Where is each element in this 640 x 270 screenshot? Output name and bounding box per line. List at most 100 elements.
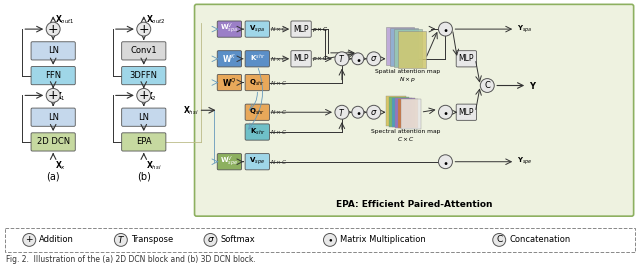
Text: $T$: $T$ — [339, 53, 346, 64]
Circle shape — [480, 79, 494, 92]
Text: FFN: FFN — [45, 71, 61, 80]
FancyBboxPatch shape — [388, 97, 408, 127]
Text: Matrix Multiplication: Matrix Multiplication — [340, 235, 426, 244]
Text: $\bullet$: $\bullet$ — [442, 107, 449, 117]
FancyBboxPatch shape — [31, 66, 76, 85]
Circle shape — [367, 52, 381, 66]
Text: Conv1: Conv1 — [131, 46, 157, 55]
Text: +: + — [48, 23, 58, 36]
Text: $\mathbf{Q}_{shr}$: $\mathbf{Q}_{shr}$ — [250, 107, 265, 117]
Text: $N\times p$: $N\times p$ — [399, 75, 416, 84]
Text: $\mathbf{Q}_{shr}$: $\mathbf{Q}_{shr}$ — [250, 77, 265, 88]
Circle shape — [352, 106, 364, 118]
FancyBboxPatch shape — [217, 21, 241, 37]
Text: Transpose: Transpose — [131, 235, 173, 244]
Text: $N\times C$: $N\times C$ — [270, 158, 288, 166]
Text: $\mathbf{X}_{hsi}$: $\mathbf{X}_{hsi}$ — [183, 104, 198, 117]
Text: +: + — [138, 89, 149, 102]
FancyBboxPatch shape — [31, 133, 76, 151]
Circle shape — [137, 22, 151, 36]
FancyBboxPatch shape — [245, 75, 269, 91]
Text: (b): (b) — [137, 172, 150, 182]
FancyBboxPatch shape — [392, 97, 412, 127]
Text: Softmax: Softmax — [220, 235, 255, 244]
Text: $\mathbf{K}^{shr}$: $\mathbf{K}^{shr}$ — [250, 53, 265, 65]
Text: +: + — [26, 235, 33, 244]
Text: Spectral attention map: Spectral attention map — [371, 129, 440, 134]
FancyBboxPatch shape — [245, 154, 269, 170]
Text: 3DFFN: 3DFFN — [130, 71, 158, 80]
Text: $\bullet$: $\bullet$ — [442, 157, 449, 167]
Text: $N\times C$: $N\times C$ — [270, 128, 288, 136]
Circle shape — [115, 234, 127, 246]
Text: $\mathbf{X}_{out1}$: $\mathbf{X}_{out1}$ — [55, 13, 75, 26]
FancyBboxPatch shape — [245, 21, 269, 37]
FancyBboxPatch shape — [456, 51, 477, 67]
Text: C: C — [496, 235, 502, 244]
FancyBboxPatch shape — [195, 4, 634, 216]
Text: $\mathbf{W}^Q$: $\mathbf{W}^Q$ — [222, 76, 237, 89]
Circle shape — [335, 52, 349, 66]
Text: $\bullet$: $\bullet$ — [355, 107, 361, 117]
Text: $\bullet$: $\bullet$ — [355, 54, 361, 64]
FancyBboxPatch shape — [401, 99, 420, 129]
FancyBboxPatch shape — [245, 104, 269, 120]
Text: MLP: MLP — [459, 108, 474, 117]
Text: $p\times C$: $p\times C$ — [312, 54, 329, 63]
Text: MLP: MLP — [293, 25, 309, 33]
FancyBboxPatch shape — [217, 51, 241, 67]
Text: MLP: MLP — [293, 54, 309, 63]
Text: $\mathbf{W}^K$: $\mathbf{W}^K$ — [222, 53, 237, 65]
Text: $N\times C$: $N\times C$ — [270, 79, 288, 87]
Circle shape — [23, 234, 36, 246]
FancyBboxPatch shape — [394, 29, 422, 67]
Text: $\mathbf{X}_{hsi}$: $\mathbf{X}_{hsi}$ — [146, 160, 161, 172]
Circle shape — [46, 22, 60, 36]
Text: LN: LN — [47, 46, 59, 55]
FancyBboxPatch shape — [122, 133, 166, 151]
Text: $\mathbf{W}^V_{spa}$: $\mathbf{W}^V_{spa}$ — [220, 22, 239, 36]
FancyBboxPatch shape — [456, 104, 477, 120]
Text: $\mathbf{W}^V_{spe}$: $\mathbf{W}^V_{spe}$ — [220, 154, 239, 169]
Text: $\mathbf{V}_{spe}$: $\mathbf{V}_{spe}$ — [250, 156, 265, 167]
Circle shape — [438, 105, 452, 119]
Text: Spatial attention map: Spatial attention map — [375, 69, 440, 74]
Circle shape — [137, 89, 151, 102]
Text: $\mathbf{Y}_{spe}$: $\mathbf{Y}_{spe}$ — [517, 156, 533, 167]
FancyBboxPatch shape — [122, 108, 166, 126]
Text: $\sigma$: $\sigma$ — [370, 108, 378, 117]
FancyBboxPatch shape — [386, 27, 413, 65]
Text: MLP: MLP — [459, 54, 474, 63]
FancyBboxPatch shape — [386, 96, 406, 126]
Circle shape — [323, 234, 337, 246]
Text: $\mathbf{X}_{out2}$: $\mathbf{X}_{out2}$ — [146, 13, 165, 26]
Text: $\mathbf{V}_{spa}$: $\mathbf{V}_{spa}$ — [250, 23, 265, 35]
FancyBboxPatch shape — [31, 42, 76, 60]
Text: C: C — [484, 81, 490, 90]
Text: Fig. 2.  Illustration of the (a) 2D DCN block and (b) 3D DCN block.: Fig. 2. Illustration of the (a) 2D DCN b… — [6, 255, 256, 264]
Text: $\sigma$: $\sigma$ — [207, 235, 214, 244]
Text: $C\times C$: $C\times C$ — [397, 135, 415, 143]
FancyBboxPatch shape — [397, 31, 426, 68]
Text: $\sigma$: $\sigma$ — [370, 54, 378, 63]
Text: EPA: Efficient Paired-Attention: EPA: Efficient Paired-Attention — [336, 200, 492, 209]
Text: LN: LN — [47, 113, 59, 122]
Text: $\mathbf{X}_2$: $\mathbf{X}_2$ — [146, 90, 157, 103]
Text: 2D DCN: 2D DCN — [36, 137, 70, 146]
Circle shape — [352, 53, 364, 65]
FancyBboxPatch shape — [5, 228, 635, 252]
Text: $\mathbf{X}_1$: $\mathbf{X}_1$ — [55, 90, 66, 103]
FancyBboxPatch shape — [217, 75, 241, 91]
FancyBboxPatch shape — [291, 51, 311, 67]
Text: EPA: EPA — [136, 137, 152, 146]
FancyBboxPatch shape — [217, 154, 241, 170]
FancyBboxPatch shape — [245, 124, 269, 140]
Text: +: + — [48, 89, 58, 102]
Text: Addition: Addition — [39, 235, 74, 244]
Circle shape — [493, 234, 506, 246]
Text: $\mathbf{Y}_{spa}$: $\mathbf{Y}_{spa}$ — [517, 23, 532, 35]
Text: $N\times C$: $N\times C$ — [270, 25, 288, 33]
Circle shape — [438, 22, 452, 36]
Text: $\bullet$: $\bullet$ — [327, 235, 333, 244]
Circle shape — [367, 105, 381, 119]
